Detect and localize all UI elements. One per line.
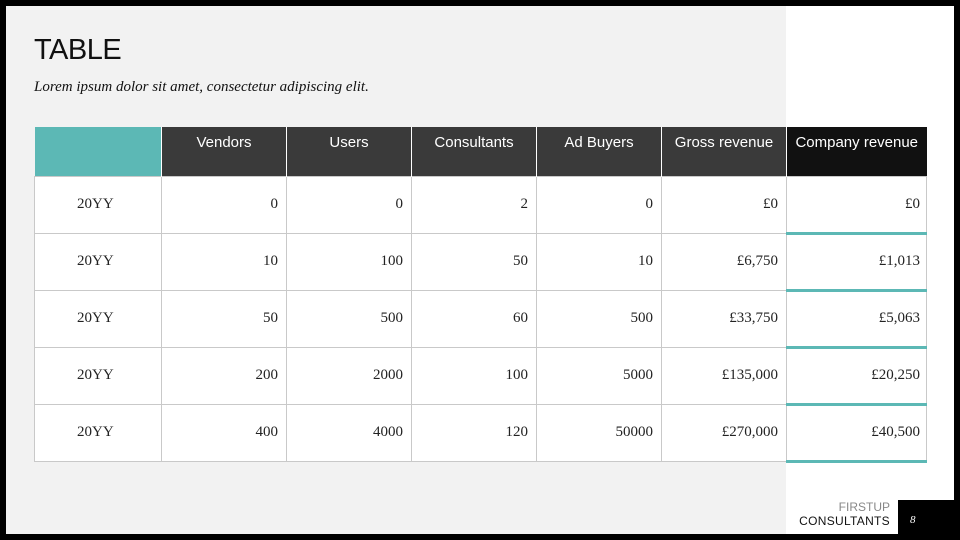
header-gross-revenue: Gross revenue — [661, 127, 787, 176]
consultants-cell: 60 — [411, 289, 537, 348]
users-cell: 2000 — [286, 346, 412, 405]
consultants-cell: 50 — [411, 232, 537, 291]
gross-revenue-cell: £135,000 — [661, 346, 787, 405]
gross-revenue-cell: £33,750 — [661, 289, 787, 348]
year-cell: 20YY — [34, 346, 162, 405]
ad-buyers-cell: 500 — [536, 289, 662, 348]
users-cell: 100 — [286, 232, 412, 291]
page-number: 8 — [898, 500, 954, 534]
vendors-cell: 400 — [161, 403, 287, 462]
gross-revenue-cell: £270,000 — [661, 403, 787, 462]
year-cell: 20YY — [34, 289, 162, 348]
data-table: Vendors Users Consultants Ad Buyers Gros… — [34, 127, 927, 463]
company-revenue-cell: £1,013 — [786, 232, 927, 292]
slide-subtitle: Lorem ipsum dolor sit amet, consectetur … — [34, 79, 369, 95]
header-corner-cell — [34, 127, 162, 176]
ad-buyers-cell: 50000 — [536, 403, 662, 462]
company-revenue-cell: £20,250 — [786, 346, 927, 406]
table-row: 20YY 50 500 60 500 £33,750 £5,063 — [34, 289, 927, 349]
gross-revenue-cell: £6,750 — [661, 232, 787, 291]
header-users: Users — [286, 127, 412, 176]
year-cell: 20YY — [34, 232, 162, 291]
vendors-cell: 0 — [161, 175, 287, 234]
consultants-cell: 2 — [411, 175, 537, 234]
table-row: 20YY 10 100 50 10 £6,750 £1,013 — [34, 232, 927, 292]
vendors-cell: 200 — [161, 346, 287, 405]
logo-line-2: CONSULTANTS — [799, 514, 890, 528]
users-cell: 500 — [286, 289, 412, 348]
company-revenue-cell: £0 — [786, 175, 927, 235]
consultants-cell: 120 — [411, 403, 537, 462]
table-row: 20YY 200 2000 100 5000 £135,000 £20,250 — [34, 346, 927, 406]
users-cell: 0 — [286, 175, 412, 234]
users-cell: 4000 — [286, 403, 412, 462]
table-row: 20YY 0 0 2 0 £0 £0 — [34, 175, 927, 235]
ad-buyers-cell: 0 — [536, 175, 662, 234]
vendors-cell: 50 — [161, 289, 287, 348]
table-header-row: Vendors Users Consultants Ad Buyers Gros… — [34, 127, 927, 176]
company-revenue-cell: £5,063 — [786, 289, 927, 349]
company-logo: FIRSTUP CONSULTANTS — [786, 500, 890, 528]
company-revenue-cell: £40,500 — [786, 403, 927, 463]
year-cell: 20YY — [34, 403, 162, 462]
logo-line-1: FIRSTUP — [838, 500, 890, 514]
header-vendors: Vendors — [161, 127, 287, 176]
vendors-cell: 10 — [161, 232, 287, 291]
header-ad-buyers: Ad Buyers — [536, 127, 662, 176]
slide: TABLE Lorem ipsum dolor sit amet, consec… — [6, 6, 954, 534]
table-row: 20YY 400 4000 120 50000 £270,000 £40,500 — [34, 403, 927, 463]
consultants-cell: 100 — [411, 346, 537, 405]
gross-revenue-cell: £0 — [661, 175, 787, 234]
header-company-revenue: Company revenue — [786, 127, 927, 176]
header-consultants: Consultants — [411, 127, 537, 176]
ad-buyers-cell: 10 — [536, 232, 662, 291]
slide-title: TABLE — [34, 34, 122, 66]
year-cell: 20YY — [34, 175, 162, 234]
ad-buyers-cell: 5000 — [536, 346, 662, 405]
